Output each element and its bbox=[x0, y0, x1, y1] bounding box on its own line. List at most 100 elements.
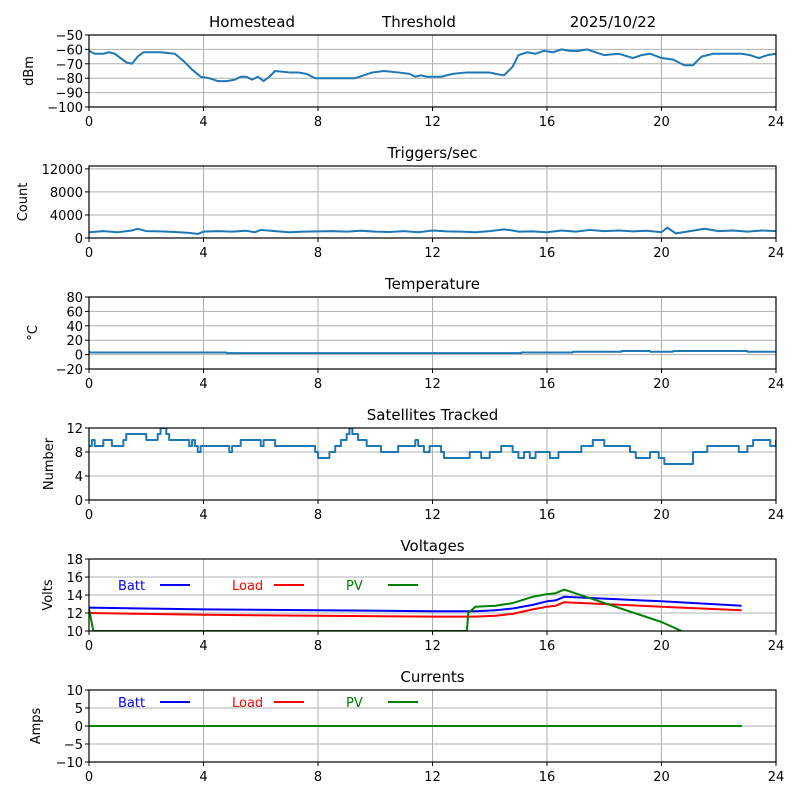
x-tick-label: 16 bbox=[539, 639, 556, 654]
x-tick-label: 16 bbox=[539, 508, 556, 523]
x-tick-label: 0 bbox=[85, 639, 93, 654]
series-line-temperature bbox=[89, 350, 776, 355]
series-line-signal bbox=[89, 48, 776, 83]
x-tick-label: 24 bbox=[768, 246, 785, 261]
y-tick-label: −50 bbox=[56, 29, 83, 44]
x-tick-label: 12 bbox=[424, 508, 441, 523]
x-tick-label: 4 bbox=[199, 508, 207, 523]
x-tick-label: 20 bbox=[653, 115, 670, 130]
y-tick-label: 10 bbox=[66, 684, 83, 699]
y-tick-label: 12000 bbox=[42, 163, 83, 178]
x-tick-label: 12 bbox=[424, 246, 441, 261]
legend-label-load: Load bbox=[232, 696, 263, 711]
y-axis-label: °C bbox=[26, 325, 41, 341]
legend-label-load: Load bbox=[232, 579, 263, 594]
x-tick-label: 20 bbox=[653, 770, 670, 785]
y-tick-label: −10 bbox=[56, 756, 83, 771]
x-tick-label: 24 bbox=[768, 770, 785, 785]
y-tick-label: 12 bbox=[66, 422, 83, 437]
y-tick-label: 16 bbox=[66, 571, 83, 586]
chart-panel-voltages: Voltages Batt Load PV 0 4 8 12 16 20 24 10 12 14 16 18 V… bbox=[41, 537, 784, 654]
legend-label-pv: PV bbox=[346, 579, 363, 594]
y-tick-label: 14 bbox=[66, 589, 83, 604]
x-tick-label: 24 bbox=[768, 377, 785, 392]
y-tick-label: 10 bbox=[66, 625, 83, 640]
x-tick-label: 12 bbox=[424, 377, 441, 392]
y-tick-label: 8000 bbox=[50, 186, 83, 201]
series-line-batt bbox=[89, 595, 742, 613]
x-tick-label: 0 bbox=[85, 770, 93, 785]
x-tick-label: 0 bbox=[85, 377, 93, 392]
chart-panel-satellites: Satellites Tracked 0 4 8 12 16 20 24 0 4 8 12 Number bbox=[42, 406, 784, 523]
x-tick-label: 0 bbox=[85, 508, 93, 523]
x-tick-label: 0 bbox=[85, 115, 93, 130]
chart-title: Satellites Tracked bbox=[367, 406, 498, 424]
y-axis-label: Volts bbox=[41, 579, 56, 611]
chart-panel-currents: Currents Batt Load PV 0 4 8 12 16 20 24 −10 −5 0 5 10 Am… bbox=[29, 668, 784, 785]
x-tick-label: 16 bbox=[539, 115, 556, 130]
y-tick-label: 0 bbox=[75, 349, 83, 364]
x-tick-label: 8 bbox=[314, 508, 322, 523]
chart-title: Currents bbox=[400, 668, 464, 686]
y-tick-label: 18 bbox=[66, 553, 83, 568]
chart-title: Voltages bbox=[400, 537, 464, 555]
y-tick-label: −80 bbox=[56, 72, 83, 87]
y-tick-label: −20 bbox=[56, 363, 83, 378]
y-tick-label: 40 bbox=[66, 320, 83, 335]
series-line-load bbox=[89, 601, 742, 618]
x-tick-label: 24 bbox=[768, 508, 785, 523]
y-tick-label: −5 bbox=[64, 738, 83, 753]
y-tick-label: 4 bbox=[75, 470, 83, 485]
chart-title: Triggers/sec bbox=[387, 144, 478, 162]
y-tick-label: 20 bbox=[66, 334, 83, 349]
y-axis-label: dBm bbox=[22, 56, 37, 86]
x-tick-label: 20 bbox=[653, 246, 670, 261]
y-tick-label: 0 bbox=[75, 720, 83, 735]
x-tick-label: 0 bbox=[85, 246, 93, 261]
y-tick-label: 0 bbox=[75, 232, 83, 247]
x-tick-label: 8 bbox=[314, 115, 322, 130]
x-tick-label: 20 bbox=[653, 639, 670, 654]
y-tick-label: 0 bbox=[75, 494, 83, 509]
x-tick-label: 8 bbox=[314, 639, 322, 654]
y-tick-label: −100 bbox=[47, 101, 83, 116]
chart-title: Temperature bbox=[384, 275, 480, 293]
header-date-title: 2025/10/22 bbox=[570, 13, 656, 31]
y-tick-label: −90 bbox=[56, 87, 83, 102]
y-axis-label: Number bbox=[42, 437, 57, 490]
legend-label-batt: Batt bbox=[118, 579, 145, 594]
x-tick-label: 8 bbox=[314, 246, 322, 261]
y-tick-label: 12 bbox=[66, 607, 83, 622]
x-tick-label: 16 bbox=[539, 377, 556, 392]
y-axis-label: Amps bbox=[29, 707, 44, 744]
x-tick-label: 12 bbox=[424, 639, 441, 654]
x-tick-label: 4 bbox=[199, 246, 207, 261]
series-line-pv bbox=[89, 588, 682, 631]
y-tick-label: 5 bbox=[75, 702, 83, 717]
series-line-triggers bbox=[89, 226, 776, 235]
x-tick-label: 12 bbox=[424, 115, 441, 130]
x-tick-label: 16 bbox=[539, 770, 556, 785]
x-tick-label: 24 bbox=[768, 115, 785, 130]
x-tick-label: 4 bbox=[199, 377, 207, 392]
header-threshold-title: Threshold bbox=[381, 13, 456, 31]
x-tick-label: 8 bbox=[314, 377, 322, 392]
legend-label-batt: Batt bbox=[118, 696, 145, 711]
chart-panel-signal: 0 4 8 12 16 20 24 −100−90−80−70−60−50 dBm bbox=[22, 29, 784, 130]
x-tick-label: 20 bbox=[653, 508, 670, 523]
y-axis-label: Count bbox=[16, 183, 31, 222]
x-tick-label: 4 bbox=[199, 115, 207, 130]
panels: 0 4 8 12 16 20 24−100−90−80−70−60−50dBmTrigger… bbox=[16, 29, 784, 785]
y-tick-label: 60 bbox=[66, 305, 83, 320]
y-tick-label: 8 bbox=[75, 446, 83, 461]
y-tick-label: 80 bbox=[66, 291, 83, 306]
x-tick-label: 4 bbox=[199, 639, 207, 654]
series-line-satellites bbox=[89, 428, 776, 465]
y-tick-label: −70 bbox=[56, 58, 83, 73]
x-tick-label: 4 bbox=[199, 770, 207, 785]
x-tick-label: 20 bbox=[653, 377, 670, 392]
header-site-title: Homestead bbox=[209, 13, 295, 31]
y-tick-label: −60 bbox=[56, 43, 83, 58]
x-tick-label: 16 bbox=[539, 246, 556, 261]
